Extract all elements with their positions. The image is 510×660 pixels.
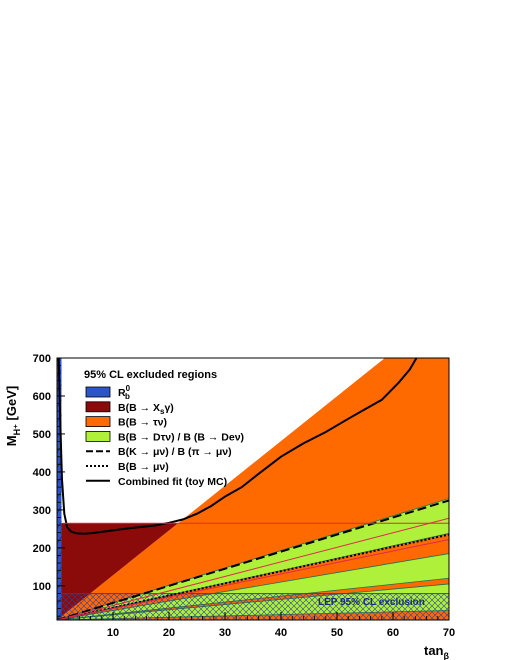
legend-label-4: B(B → Dτν) / B (B → Deν) (118, 431, 244, 443)
x-tick-label: 60 (387, 627, 399, 639)
plot-frame (56, 357, 450, 621)
y-tick-label: 700 (33, 353, 51, 365)
series-line-6 (57, 539, 449, 620)
x-tick-label: 70 (443, 627, 455, 639)
legend-swatch-2 (85, 401, 111, 413)
x-tick-label: 20 (163, 627, 175, 639)
y-tick-label: 400 (33, 467, 51, 479)
y-tick-label: 100 (33, 581, 51, 593)
legend-swatch-3 (85, 416, 111, 428)
legend-title: 95% CL excluded regions (84, 369, 217, 381)
legend-label-3: B(B → τν) (118, 417, 167, 429)
legend-label-2: B(B → Xsγ) (118, 402, 174, 416)
x-tick-label: 40 (275, 627, 287, 639)
legend-swatch-4 (85, 430, 111, 442)
y-tick-label: 600 (33, 391, 51, 403)
legend-label-6: B(B → μν) (118, 461, 169, 473)
rb-hatch-line (57, 358, 60, 362)
x-tick-label: 30 (219, 627, 231, 639)
plot-area (57, 358, 449, 620)
series-line-5 (57, 517, 449, 620)
rb-region (57, 358, 62, 620)
x-axis-title-sub: β (444, 651, 450, 660)
x-tick-label: 50 (331, 627, 343, 639)
legend-label-5: B(K → μν) / B (π → μν) (118, 446, 232, 458)
x-axis-title: tanβ (424, 643, 450, 660)
y-axis-title-sub: H⁺ (12, 424, 22, 435)
legend-swatch-1 (85, 386, 111, 398)
legend-label-sup: 0 (126, 384, 131, 393)
series-line-2 (57, 533, 449, 620)
series-line-1 (57, 499, 449, 620)
legend-label-sub: b (125, 392, 130, 401)
legend-label-1: R0 b (118, 384, 131, 401)
lep-exclusion-label: LEP 95% CL exclusion (318, 597, 425, 608)
x-tick-label: 10 (107, 627, 119, 639)
series-line-3 (57, 358, 418, 535)
legend-label-7: Combined fit (toy MC) (118, 476, 227, 488)
y-tick-label: 200 (33, 543, 51, 555)
y-tick-label: 300 (33, 505, 51, 517)
legend-label-tail: γ) (164, 402, 173, 414)
y-tick-label: 500 (33, 429, 51, 441)
y-axis-title: MH⁺ [GeV] (4, 386, 22, 446)
y-axis-title-unit: [GeV] (4, 386, 19, 424)
legend-label-sub: s (160, 407, 165, 416)
